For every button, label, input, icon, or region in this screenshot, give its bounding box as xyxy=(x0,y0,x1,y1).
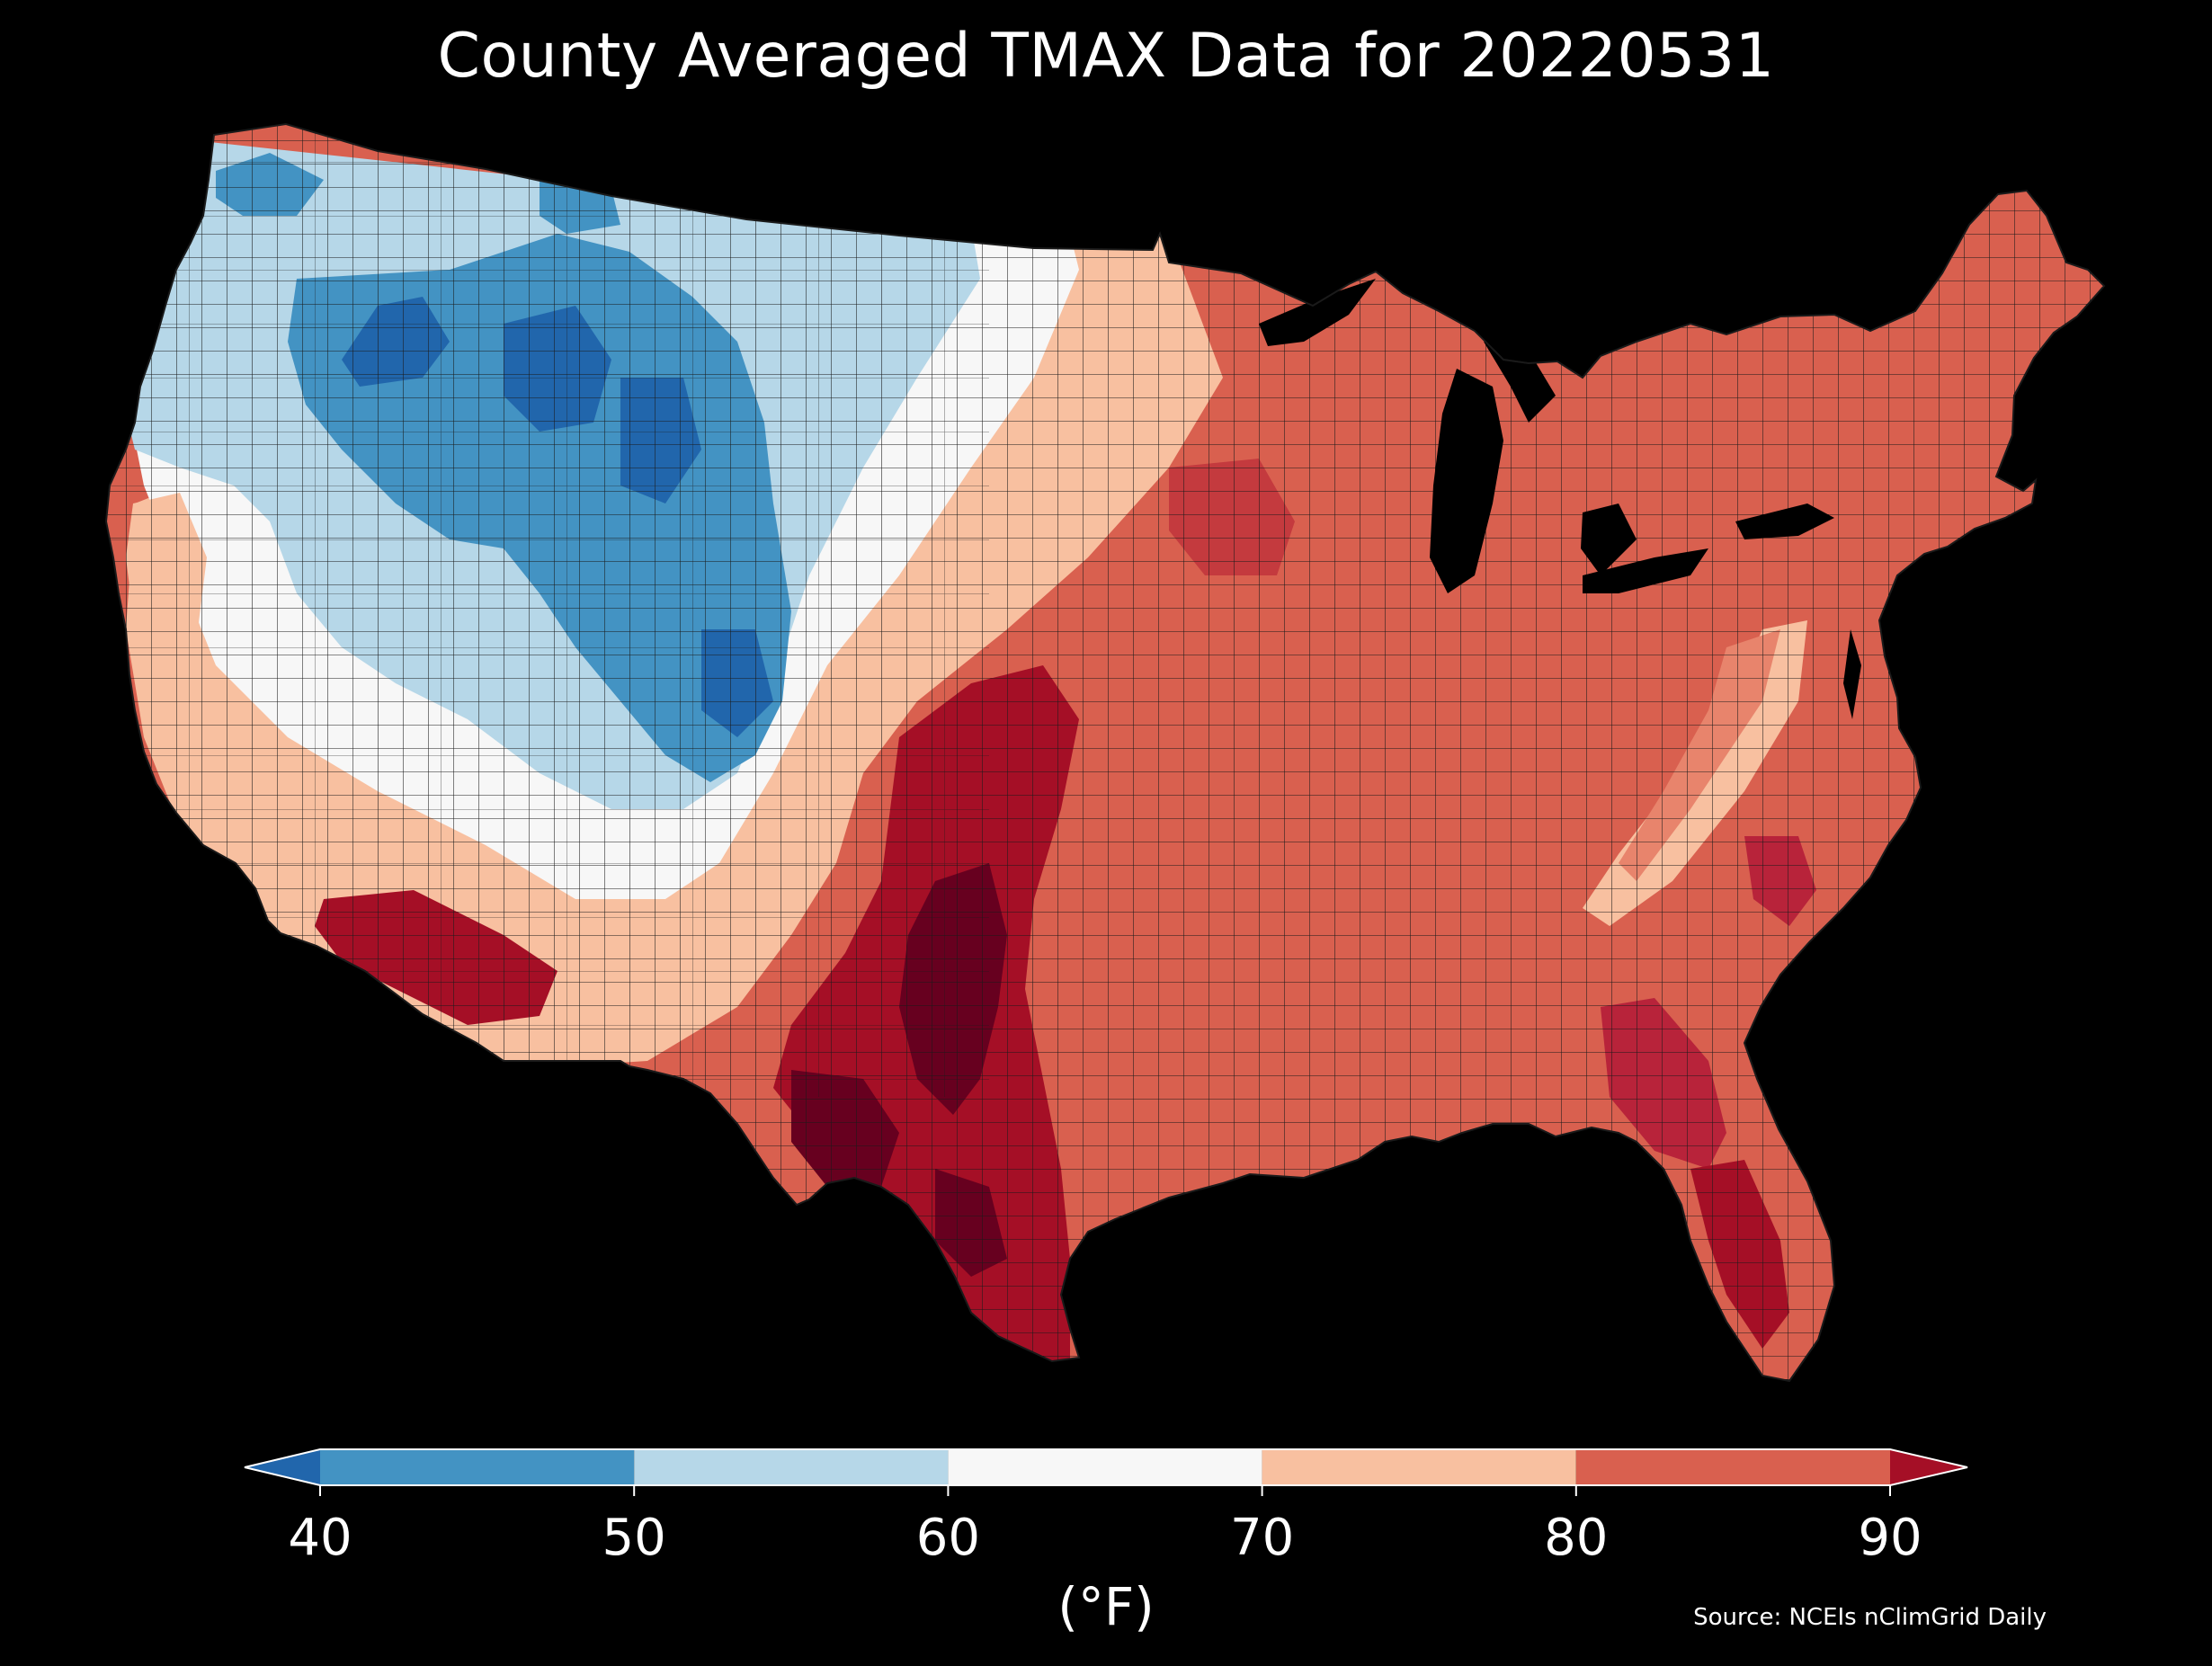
colorbar-extend-max xyxy=(1890,1449,1967,1485)
colorbar-bin xyxy=(948,1449,1262,1485)
colorbar-unit-label: (°F) xyxy=(1057,1576,1155,1637)
colorbar-tick-label: 70 xyxy=(1229,1509,1295,1567)
colorbar-tick-label: 40 xyxy=(288,1509,352,1567)
colorbar-tick-label: 50 xyxy=(602,1509,666,1567)
colorbar-extend-min xyxy=(245,1449,320,1485)
colorbar-bin xyxy=(320,1449,635,1485)
colorbar-bin xyxy=(1575,1449,1890,1485)
colorbar-tick-label: 80 xyxy=(1544,1509,1609,1567)
map-title: County Averaged TMAX Data for 20220531 xyxy=(437,21,1775,92)
conus-outline xyxy=(104,122,2106,1383)
great-lakes xyxy=(1259,279,1861,719)
colorbar-bin xyxy=(1262,1449,1576,1485)
colorbar-tick-label: 60 xyxy=(915,1509,981,1567)
county-fill-layer xyxy=(106,124,2104,1381)
colorbar-bin xyxy=(634,1449,949,1485)
source-label: Source: NCEIs nClimGrid Daily xyxy=(1693,1604,2047,1631)
colorbar-tick-label: 90 xyxy=(1858,1509,1922,1567)
